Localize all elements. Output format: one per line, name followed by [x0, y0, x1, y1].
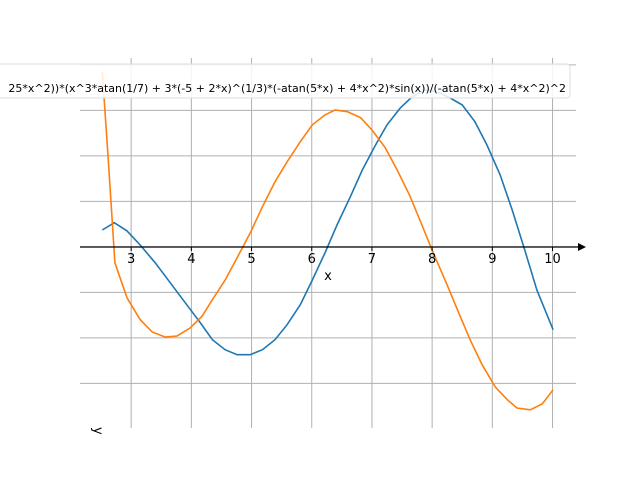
x-axis-label: x: [324, 269, 332, 284]
x-tick-label: 9: [488, 252, 496, 267]
curves: [101, 71, 554, 411]
x-tick-label: 3: [127, 252, 135, 267]
x-tick-label: 5: [247, 252, 255, 267]
x-tick-label: 7: [368, 252, 376, 267]
x-axis-arrow-icon: [578, 243, 586, 251]
y-axis-label: y: [90, 427, 105, 435]
x-tick-label: 10: [544, 252, 561, 267]
legend-box: [0, 63, 571, 99]
legend-label: 25*x^2))*(x^3*atan(1/7) + 3*(-5 + 2*x)^(…: [8, 82, 566, 95]
x-tick-labels: 3 4 5 6 7 8 9 10: [127, 247, 561, 267]
series-line-orange: [101, 71, 554, 411]
legend: 25*x^2))*(x^3*atan(1/7) + 3*(-5 + 2*x)^(…: [0, 63, 571, 99]
x-tick-label: 6: [308, 252, 316, 267]
series-line-blue: [101, 89, 554, 356]
x-tick-label: 4: [187, 252, 195, 267]
x-tick-label: 8: [428, 252, 436, 267]
